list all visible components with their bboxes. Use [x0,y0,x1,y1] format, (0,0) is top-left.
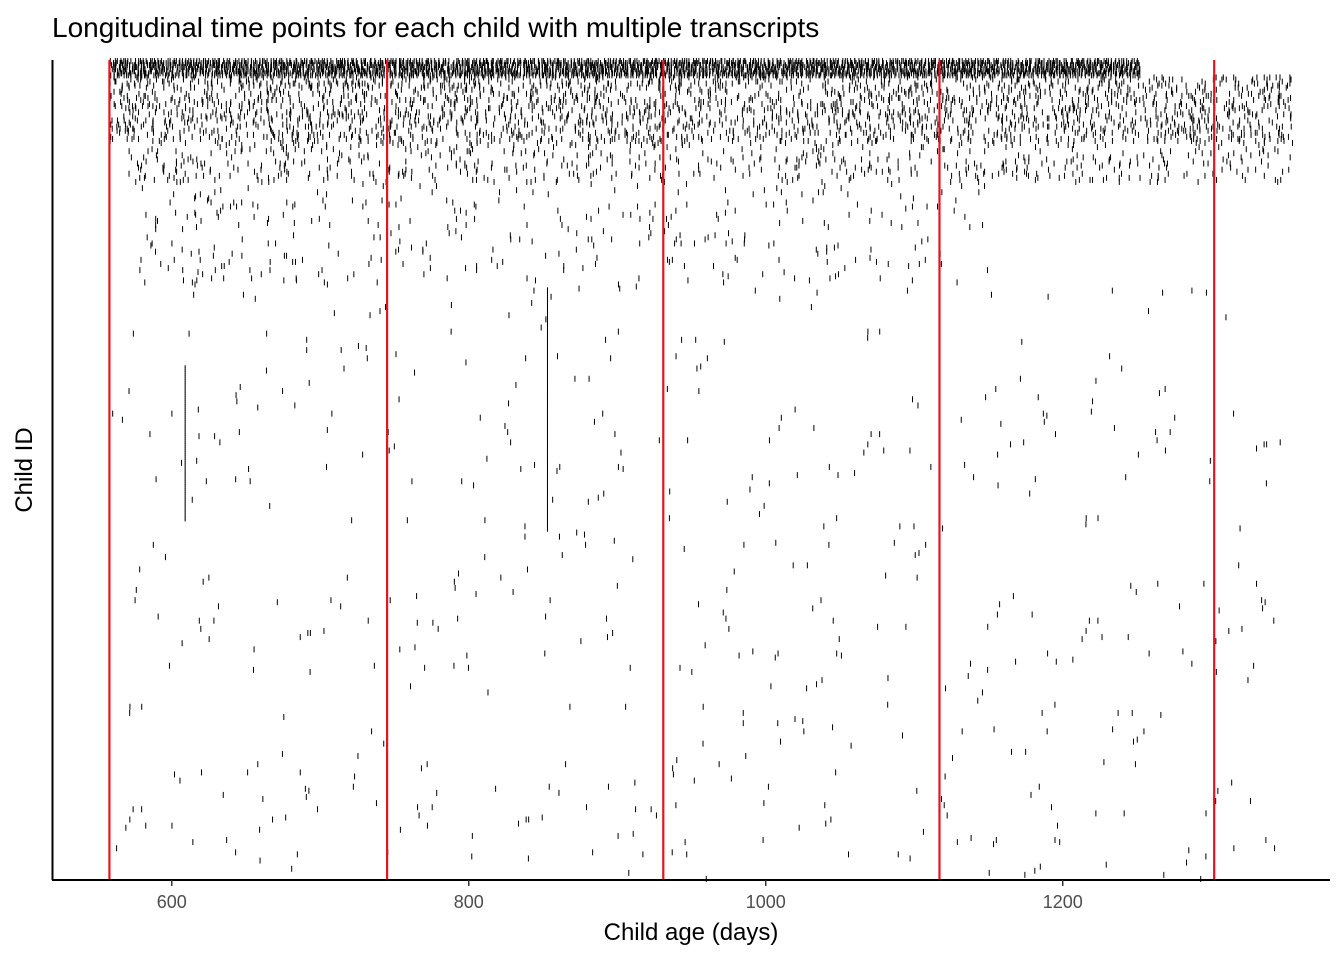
chart-title: Longitudinal time points for each child … [52,12,819,43]
tick-marks [108,58,1294,882]
